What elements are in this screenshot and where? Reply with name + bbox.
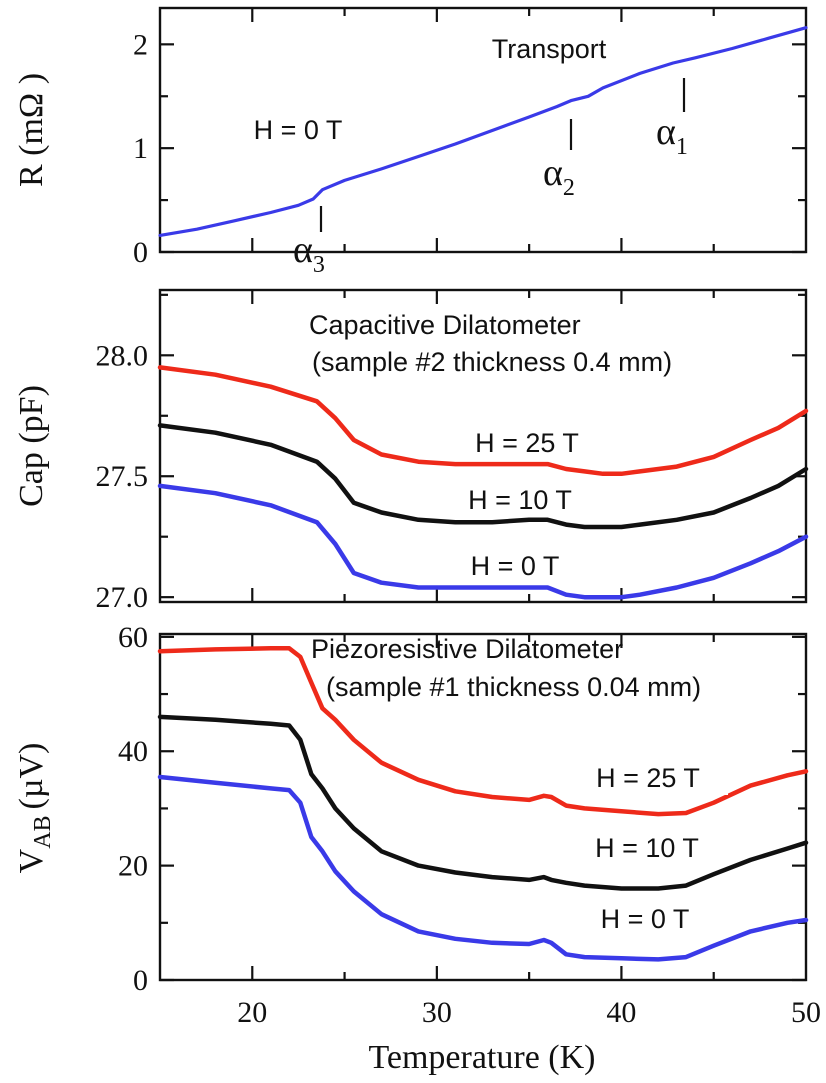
x-tick-label: 40 bbox=[606, 996, 636, 1029]
transport-curves bbox=[158, 26, 808, 237]
capacitive-frame bbox=[158, 288, 808, 604]
capacitive-ticks: 27.0 27.5 28.0 bbox=[96, 290, 806, 614]
piezo-h25-bg bbox=[568, 759, 728, 795]
y-tick-label: 27.5 bbox=[96, 460, 149, 493]
capacitive-title: Capacitive Dilatometer bbox=[309, 310, 581, 340]
piezoresistive-panel: 0 20 40 60 20 30 40 50 Piezoresistive Dilatomet… bbox=[13, 621, 821, 1029]
piezo-h0-bg bbox=[580, 900, 710, 936]
capacitive-curves bbox=[157, 365, 809, 600]
y-tick-label: 1 bbox=[133, 132, 148, 165]
y-tick-label: 20 bbox=[118, 850, 148, 883]
piezo-h10-label: H = 10 T bbox=[595, 833, 699, 863]
alpha3-label: α3 bbox=[293, 229, 325, 278]
x-tick-label: 30 bbox=[422, 996, 452, 1029]
x-tick-label: 20 bbox=[237, 996, 267, 1029]
y-tick-label: 27.0 bbox=[96, 581, 149, 614]
transport-h0-label: H = 0 T bbox=[254, 115, 343, 145]
piezoresistive-title: Piezoresistive Dilatometer bbox=[311, 634, 623, 664]
piezo-h0-label: H = 0 T bbox=[601, 904, 690, 934]
series-line-1-2 bbox=[157, 483, 809, 600]
transport-label-bg bbox=[238, 112, 360, 148]
y-tick-label: 0 bbox=[133, 236, 148, 269]
piezo-h25-label: H = 25 T bbox=[596, 763, 700, 793]
piezo-h10-bg bbox=[572, 829, 722, 865]
series-line-2-1 bbox=[157, 714, 809, 891]
alpha1-marker: α1 bbox=[656, 78, 688, 160]
series-line-1-0 bbox=[157, 365, 809, 477]
piezoresistive-subtitle: (sample #1 thickness 0.04 mm) bbox=[326, 672, 701, 702]
piezoresistive-ticks: 0 20 40 60 20 30 40 50 bbox=[118, 621, 821, 1029]
capacitive-subtitle: (sample #2 thickness 0.4 mm) bbox=[312, 347, 672, 377]
y-tick-label: 28.0 bbox=[96, 339, 149, 372]
piezoresistive-frame bbox=[158, 632, 808, 982]
piezoresistive-ylabel: VAB(µV) bbox=[13, 743, 56, 874]
transport-ticks: 0 1 2 bbox=[133, 8, 806, 269]
cap-h0-label: H = 0 T bbox=[471, 551, 560, 581]
cap-h10-label: H = 10 T bbox=[468, 485, 572, 515]
x-axis-label: Temperature (K) bbox=[369, 1039, 596, 1076]
piezoresistive-curves bbox=[157, 646, 809, 962]
y-tick-label: 40 bbox=[118, 735, 148, 768]
transport-frame bbox=[158, 6, 808, 254]
transport-title: Transport bbox=[492, 34, 607, 64]
alpha3-marker: α3 bbox=[293, 206, 325, 278]
alpha1-label: α1 bbox=[656, 111, 688, 160]
cap-h25-bg bbox=[450, 425, 604, 459]
cap-h10-bg bbox=[446, 482, 594, 516]
capacitive-ylabel: Cap (pF) bbox=[13, 385, 50, 507]
series-line-2-0 bbox=[157, 646, 809, 817]
series-line-2-2 bbox=[157, 774, 809, 962]
transport-panel: 0 1 2 Transport H = 0 T α1 α2 α3 R (mΩ ) bbox=[13, 6, 808, 278]
series-line-1-1 bbox=[157, 423, 809, 530]
x-tick-label: 50 bbox=[791, 996, 821, 1029]
y-tick-label: 0 bbox=[133, 964, 148, 997]
y-tick-label: 2 bbox=[133, 28, 148, 61]
capacitive-panel: 27.0 27.5 28.0 Capacitive Dilatometer (sam… bbox=[13, 288, 809, 614]
alpha2-marker: α2 bbox=[543, 119, 575, 201]
cap-h25-label: H = 25 T bbox=[475, 428, 579, 458]
transport-ylabel: R (mΩ ) bbox=[13, 73, 50, 187]
series-line-0-0 bbox=[158, 26, 808, 237]
alpha2-label: α2 bbox=[543, 152, 575, 201]
y-tick-label: 60 bbox=[118, 621, 148, 654]
cap-h0-bg bbox=[451, 548, 579, 582]
